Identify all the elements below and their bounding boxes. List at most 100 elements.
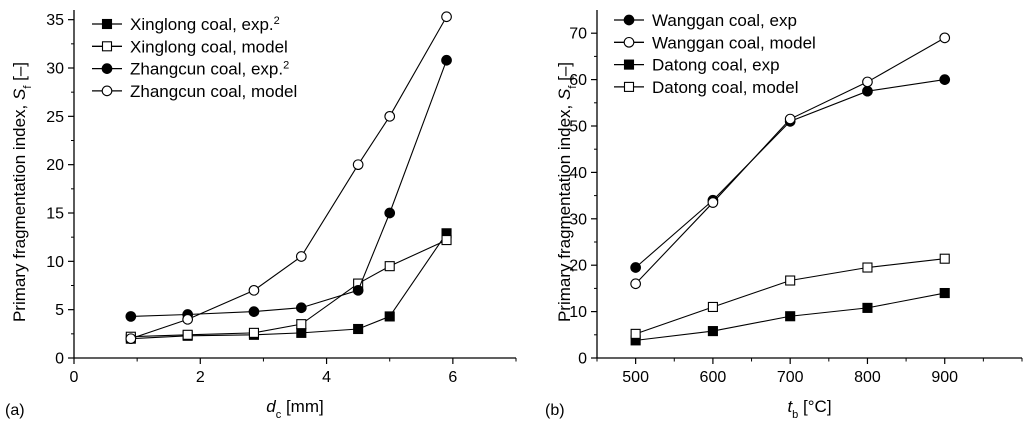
legend-item: Xinglong coal, exp.2 — [92, 15, 280, 34]
legend-item: Datong coal, model — [614, 78, 798, 97]
y-tick-label: 20 — [46, 157, 64, 174]
data-point — [295, 302, 307, 314]
series-datong-coal-model — [630, 253, 950, 339]
chart-panel-b: 0 10 20 30 40 50 60 70 500 600 700 800 900 Wanggan co… — [545, 10, 1023, 421]
x-axis-label: tb [°C] — [787, 397, 831, 421]
legend-item: Xinglong coal, model — [92, 37, 288, 56]
y-tick-label: 50 — [569, 119, 587, 136]
legend-label: Datong coal, exp — [652, 56, 780, 75]
data-point — [785, 275, 796, 286]
legend-item: Datong coal, exp — [614, 56, 780, 75]
data-point — [630, 262, 641, 273]
series-line — [635, 79, 945, 268]
series-line — [635, 37, 945, 285]
data-point — [939, 253, 950, 264]
legend-marker — [623, 14, 635, 26]
x-tick-label: 900 — [931, 369, 958, 386]
data-point — [384, 207, 396, 219]
legend-label: Zhangcun coal, exp.2 — [130, 60, 289, 79]
data-point — [785, 311, 796, 322]
data-point — [707, 326, 718, 337]
y-tick-label: 35 — [46, 12, 64, 29]
y-tick-label: 15 — [46, 206, 64, 223]
series-wanggan-coal-exp — [630, 74, 951, 273]
data-point — [125, 311, 137, 322]
series-wanggan-coal-model — [630, 32, 951, 290]
data-point — [862, 76, 873, 88]
legend-label: Datong coal, model — [652, 78, 798, 97]
legend-item: Wanggan coal, exp — [614, 11, 797, 30]
data-point — [352, 284, 364, 296]
data-point — [384, 261, 395, 272]
y-tick-label: 30 — [569, 211, 587, 228]
series-datong-coal-exp — [630, 287, 950, 346]
data-point — [441, 235, 452, 246]
y-tick-label: 0 — [578, 351, 587, 368]
series-xinglong-coal-model — [125, 235, 452, 342]
y-tick-label: 10 — [46, 254, 64, 271]
x-tick-label: 0 — [70, 369, 79, 386]
data-point — [125, 333, 137, 345]
data-point — [296, 327, 307, 338]
data-point — [182, 313, 194, 325]
series-zhangcun-coal-model — [125, 11, 452, 345]
y-axis-label: Primary fragmentation index, Sf [–] — [10, 62, 34, 322]
y-axis-label: Primary fragmentation index, Sf [–] — [555, 62, 579, 322]
y-tick-label: 30 — [46, 61, 64, 78]
data-point — [384, 110, 396, 122]
legend-label: Xinglong coal, model — [130, 37, 288, 56]
y-tick-label: 60 — [569, 72, 587, 89]
data-point — [707, 197, 719, 208]
x-tick-label: 4 — [322, 369, 331, 386]
data-point — [296, 319, 307, 330]
panel-label: (b) — [545, 402, 565, 419]
series-line — [635, 258, 945, 335]
legend-label: Wanggan coal, model — [652, 33, 816, 52]
legend-marker — [623, 59, 635, 70]
data-point — [441, 54, 452, 66]
legend-marker — [101, 85, 113, 97]
data-point — [384, 311, 395, 322]
x-tick-label: 800 — [854, 369, 881, 386]
data-point — [939, 287, 950, 299]
data-point — [862, 302, 873, 313]
legend-marker — [101, 63, 113, 74]
y-tick-label: 0 — [55, 351, 64, 368]
legend-item: Zhangcun coal, model — [92, 82, 297, 101]
data-point — [630, 328, 641, 339]
data-point — [862, 85, 873, 97]
data-point — [630, 278, 641, 290]
y-tick-label: 10 — [569, 304, 587, 321]
x-tick-label: 500 — [622, 369, 649, 386]
x-tick-label: 700 — [777, 369, 804, 386]
legend-label: Xinglong coal, exp.2 — [130, 15, 280, 34]
legend: Xinglong coal, exp.2 Xinglong coal, model… — [92, 15, 297, 101]
y-tick-label: 5 — [55, 302, 64, 319]
data-point — [353, 323, 364, 335]
x-tick-label: 2 — [196, 369, 205, 386]
legend-label: Wanggan coal, exp — [652, 11, 797, 30]
data-point — [295, 251, 307, 262]
data-point — [248, 306, 260, 317]
data-point — [784, 113, 796, 125]
legend-marker — [101, 18, 113, 30]
y-tick-label: 70 — [569, 26, 587, 43]
legend: Wanggan coal, exp Wanggan coal, model Dato… — [614, 11, 816, 97]
legend-marker — [623, 36, 635, 48]
data-point — [707, 301, 718, 313]
legend-marker — [101, 41, 113, 52]
data-point — [248, 327, 260, 338]
legend-marker — [623, 81, 635, 92]
y-tick-label: 20 — [569, 258, 587, 275]
data-point — [939, 74, 951, 85]
legend-label: Zhangcun coal, model — [130, 82, 297, 101]
legend-item: Zhangcun coal, exp.2 — [92, 60, 289, 79]
data-point — [182, 329, 193, 340]
data-point — [939, 32, 951, 44]
x-tick-label: 6 — [448, 369, 457, 386]
y-tick-label: 25 — [46, 109, 64, 126]
data-point — [352, 159, 364, 171]
